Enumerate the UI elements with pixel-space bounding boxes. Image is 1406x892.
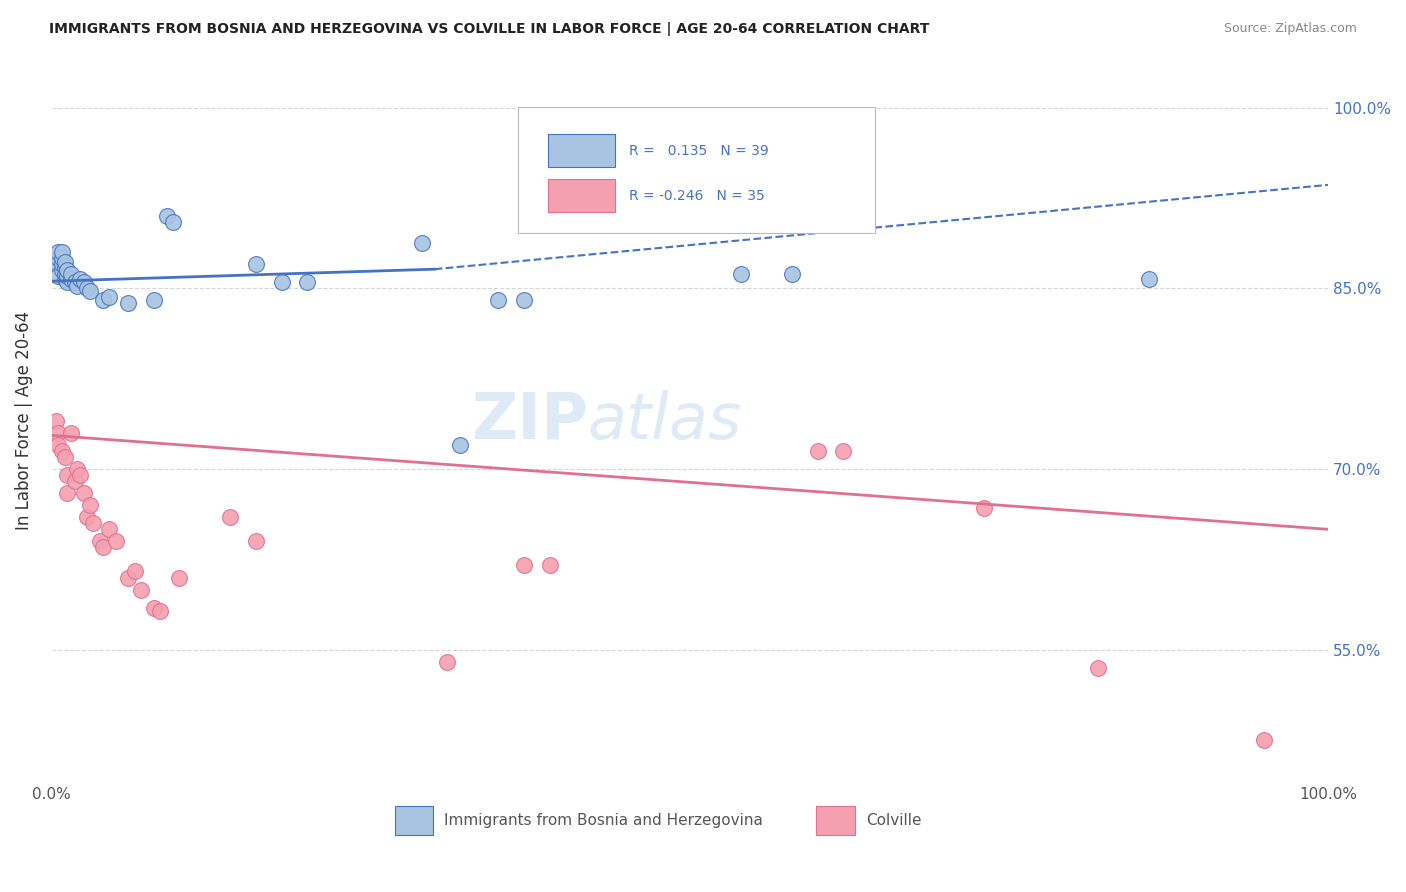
Point: [973, 500, 995, 515]
Point: [91, 293, 114, 308]
Point: [98, 290, 121, 304]
Point: [411, 235, 433, 250]
Point: [56, 486, 79, 500]
Text: ZIP: ZIP: [471, 390, 588, 452]
Point: [538, 558, 561, 573]
Point: [51, 252, 73, 266]
Point: [51, 263, 73, 277]
Point: [104, 534, 127, 549]
Point: [142, 600, 165, 615]
Text: R =   0.135   N = 39: R = 0.135 N = 39: [628, 144, 769, 158]
Point: [56, 276, 79, 290]
Point: [513, 293, 536, 308]
Point: [117, 570, 139, 584]
Point: [124, 565, 146, 579]
Point: [89, 534, 111, 549]
Point: [53, 260, 76, 274]
Point: [46, 257, 69, 271]
FancyBboxPatch shape: [817, 806, 855, 835]
Point: [53, 272, 76, 286]
Point: [149, 604, 172, 618]
Point: [832, 444, 855, 458]
Point: [270, 276, 292, 290]
Point: [69, 272, 91, 286]
Point: [1253, 733, 1275, 747]
Point: [436, 655, 458, 669]
Point: [59, 267, 82, 281]
FancyBboxPatch shape: [548, 179, 614, 212]
Point: [730, 267, 752, 281]
Point: [449, 438, 471, 452]
Point: [59, 425, 82, 440]
Point: [76, 281, 98, 295]
FancyBboxPatch shape: [395, 806, 433, 835]
Point: [245, 257, 267, 271]
Point: [488, 293, 510, 308]
Point: [79, 284, 101, 298]
Point: [219, 510, 242, 524]
Point: [63, 474, 86, 488]
Point: [162, 215, 184, 229]
Point: [806, 444, 828, 458]
FancyBboxPatch shape: [517, 106, 875, 233]
Point: [142, 293, 165, 308]
Point: [46, 245, 69, 260]
Point: [73, 486, 96, 500]
Y-axis label: In Labor Force | Age 20-64: In Labor Force | Age 20-64: [15, 311, 32, 531]
Point: [56, 263, 79, 277]
Point: [129, 582, 152, 597]
Text: atlas: atlas: [588, 390, 742, 452]
Point: [780, 267, 803, 281]
Point: [66, 279, 89, 293]
Point: [98, 522, 121, 536]
Text: Colville: Colville: [866, 814, 921, 828]
Point: [82, 516, 104, 531]
Point: [46, 269, 69, 284]
Point: [56, 269, 79, 284]
Point: [46, 425, 69, 440]
Point: [51, 257, 73, 271]
Point: [245, 534, 267, 549]
Point: [46, 252, 69, 266]
Point: [73, 276, 96, 290]
Text: Source: ZipAtlas.com: Source: ZipAtlas.com: [1223, 22, 1357, 36]
FancyBboxPatch shape: [548, 134, 614, 168]
Point: [59, 272, 82, 286]
Point: [51, 245, 73, 260]
Point: [169, 570, 191, 584]
Point: [76, 510, 98, 524]
Point: [46, 438, 69, 452]
Text: R = -0.246   N = 35: R = -0.246 N = 35: [628, 188, 765, 202]
Text: IMMIGRANTS FROM BOSNIA AND HERZEGOVINA VS COLVILLE IN LABOR FORCE | AGE 20-64 CO: IMMIGRANTS FROM BOSNIA AND HERZEGOVINA V…: [49, 22, 929, 37]
Point: [69, 468, 91, 483]
Point: [1139, 272, 1161, 286]
Point: [66, 462, 89, 476]
Point: [156, 209, 179, 223]
Point: [45, 414, 67, 428]
Point: [513, 558, 536, 573]
Point: [63, 276, 86, 290]
Point: [91, 541, 114, 555]
Point: [53, 255, 76, 269]
Point: [79, 498, 101, 512]
Point: [53, 450, 76, 464]
Text: Immigrants from Bosnia and Herzegovina: Immigrants from Bosnia and Herzegovina: [444, 814, 762, 828]
Point: [117, 296, 139, 310]
Point: [53, 267, 76, 281]
Point: [56, 468, 79, 483]
Point: [51, 444, 73, 458]
Point: [295, 276, 318, 290]
Point: [1087, 661, 1109, 675]
